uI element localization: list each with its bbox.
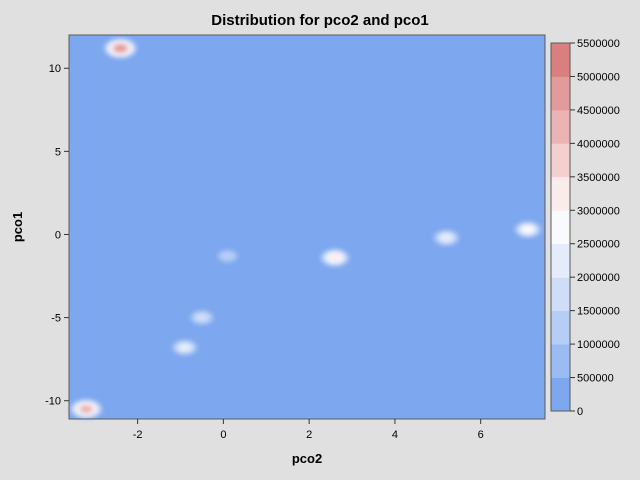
y-tick-label: -5	[51, 313, 61, 325]
colorbar-tick-label: 4000000	[577, 138, 620, 150]
colorbar-band	[551, 176, 570, 211]
y-axis-label: pco1	[10, 212, 25, 242]
chart-title: Distribution for pco2 and pco1	[211, 12, 429, 29]
color-legend: 0 500000 1000000 1500000 2000000 2500000 30000…	[550, 38, 620, 418]
colorbar-frame	[550, 42, 571, 412]
y-tick-label: -10	[45, 396, 61, 408]
colorbar-tick-label: 500000	[577, 373, 614, 385]
colorbar-band	[551, 143, 570, 178]
x-tick-label: 0	[220, 429, 226, 441]
colorbar-band	[551, 76, 570, 111]
colorbar-band	[551, 43, 570, 77]
density-peak	[514, 220, 542, 239]
contour-level	[115, 44, 126, 52]
density-peak	[69, 398, 103, 420]
x-axis-label: pco2	[292, 451, 322, 466]
density-peak	[103, 37, 138, 59]
x-tick-label: -2	[133, 429, 143, 441]
density-peak	[171, 339, 198, 356]
contour-level	[329, 254, 341, 262]
x-tick-label: 4	[392, 429, 398, 441]
plot-area	[68, 34, 546, 420]
density-peak	[189, 310, 215, 326]
density-peaks	[69, 37, 542, 420]
x-axis: -2 0 2 4 6	[133, 419, 484, 441]
colorbar-band	[551, 310, 570, 345]
colorbar-band	[551, 344, 570, 378]
colorbar-tick-label: 3000000	[577, 205, 620, 217]
colorbar-band	[551, 243, 570, 278]
colorbar-band	[551, 210, 570, 245]
y-tick-label: 5	[55, 146, 61, 158]
colorbar-tick-label: 2000000	[577, 272, 620, 284]
contour-level	[440, 233, 453, 242]
plot-frame	[68, 34, 546, 420]
colorbar-band	[551, 377, 570, 412]
density-peak	[433, 229, 460, 246]
density-peak	[217, 249, 239, 263]
contour-level	[521, 225, 534, 234]
colorbar-tick-label: 1000000	[577, 339, 620, 351]
colorbar-tick-label: 0	[577, 406, 583, 418]
contour-level	[220, 251, 235, 261]
colorbar-tick-label: 2500000	[577, 239, 620, 251]
plot-background	[69, 35, 545, 419]
contour-level	[195, 313, 209, 322]
colorbar-tick-label: 5500000	[577, 38, 620, 50]
colorbar-tick-label: 5000000	[577, 71, 620, 83]
colorbar-tick-label: 3500000	[577, 172, 620, 184]
colorbar-band	[551, 277, 570, 312]
density-peak	[320, 248, 350, 267]
x-tick-label: 6	[478, 429, 484, 441]
contour-level	[80, 405, 92, 413]
y-tick-label: 0	[55, 229, 61, 241]
y-tick-label: 10	[49, 63, 61, 75]
y-axis: -10 -5 0 5 10	[45, 63, 69, 408]
x-tick-label: 2	[306, 429, 312, 441]
colorbar-band	[551, 109, 570, 144]
colorbar-tick-label: 4500000	[577, 105, 620, 117]
colorbar-tick-label: 1500000	[577, 306, 620, 318]
contour-level	[178, 343, 192, 352]
